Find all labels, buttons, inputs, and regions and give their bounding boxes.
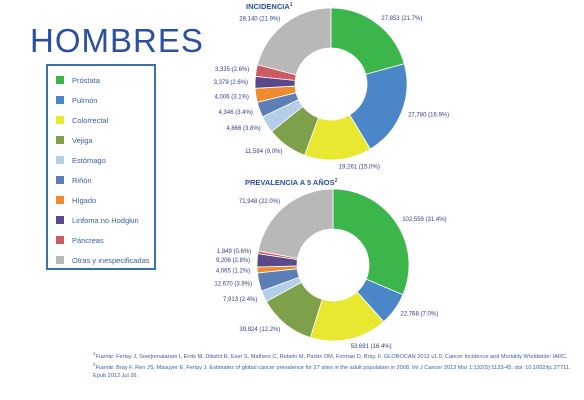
legend-item: Otras y inespecificadas [56, 254, 150, 266]
legend-swatch [56, 256, 64, 264]
footnotes: 1Fuente: Ferlay J, Soerjomataram I, Ervi… [93, 350, 573, 380]
slice-data-label: 4,065 (1.2%) [216, 268, 250, 274]
legend-swatch [56, 116, 64, 124]
legend-label: Páncreas [72, 235, 104, 245]
legend-swatch [56, 156, 64, 164]
legend-swatch [56, 136, 64, 144]
legend-item: Vejiga [56, 134, 92, 146]
legend-label: Próstata [72, 75, 100, 85]
legend-label: Hígado [72, 195, 97, 205]
slice-data-label: 4,866 (3.8%) [226, 126, 260, 132]
legend-item: Páncreas [56, 234, 104, 246]
legend-swatch [56, 236, 64, 244]
legend-swatch [56, 216, 64, 224]
slice-data-label: 3,335 (2.6%) [215, 67, 249, 73]
legend-swatch [56, 76, 64, 84]
slice-data-label: 28,140 (21.9%) [239, 16, 280, 22]
slice-data-label: 71,948 (22.0%) [239, 199, 280, 205]
donut-slice [257, 188, 334, 259]
slice-data-label: 19,261 (15.0%) [339, 165, 380, 171]
legend-label: Vejiga [72, 135, 93, 145]
legend-label: Pulmón [72, 95, 98, 105]
slice-data-label: 12,670 (3.9%) [214, 282, 252, 288]
slice-data-label: 27,780 (16.9%) [408, 113, 449, 119]
legend-item: Colorrectal [56, 114, 108, 126]
legend-item: Riñón [56, 174, 92, 186]
legend-swatch [56, 176, 64, 184]
footnote-2: 2Fuente: Bray F, Ren JS, Masuyer E, Ferl… [93, 362, 571, 379]
slice-data-label: 1,849 (0.6%) [217, 249, 251, 255]
prevalence-donut-chart: PREVALENCIA A 5 AÑOS2 102,559 (31.4%) 22,… [214, 178, 446, 350]
prevalence-chart-title: PREVALENCIA A 5 AÑOS2 [245, 178, 338, 187]
page-title: HOMBRES [30, 22, 204, 59]
legend-label: Riñón [72, 175, 92, 185]
slice-data-label: 4,346 (3.4%) [219, 110, 253, 116]
slice-data-label: 53,691 (16.4%) [351, 344, 392, 350]
slice-data-label: 27,853 (21.7%) [381, 16, 422, 22]
slice-data-label: 3,379 (2.6%) [214, 80, 248, 86]
footnote-1: 1Fuente: Ferlay J, Soerjomataram I, Ervi… [93, 351, 568, 360]
donut-slice [257, 7, 332, 76]
legend-label: Estómago [72, 155, 106, 165]
legend-item: Próstata [56, 74, 100, 86]
donut-slice [332, 188, 410, 296]
legend-item: Hígado [56, 194, 96, 206]
legend-label: Otras y inespecificadas [72, 255, 150, 265]
legend-label: Linfoma no Hodgkin [72, 215, 139, 225]
slice-data-label: 4,006 (3.1%) [215, 94, 249, 100]
slice-data-label: 11,584 (9.0%) [245, 149, 282, 155]
slice-data-label: 39,824 (12.2%) [239, 327, 280, 333]
legend-label: Colorrectal [72, 115, 109, 125]
legend-item: Estómago [56, 154, 106, 166]
legend: Próstata Pulmón Colorrectal Vejiga Estómago R… [46, 64, 156, 270]
incidence-chart-title: INCIDENCIA1 [246, 2, 293, 11]
legend-swatch [56, 196, 64, 204]
legend-item: Linfoma no Hodgkin [56, 214, 139, 226]
slice-data-label: 7,913 (2.4%) [223, 297, 257, 303]
legend-swatch [56, 96, 64, 104]
slice-data-label: 102,559 (31.4%) [402, 217, 446, 223]
legend-item: Pulmón [56, 94, 97, 106]
incidence-donut-chart: INCIDENCIA1 27,853 (21.7%) 27,780 (16.9%)… [214, 2, 449, 171]
slice-data-label: 22,768 (7.0%) [401, 311, 439, 317]
slice-data-label: 9,206 (2.8%) [216, 258, 250, 264]
